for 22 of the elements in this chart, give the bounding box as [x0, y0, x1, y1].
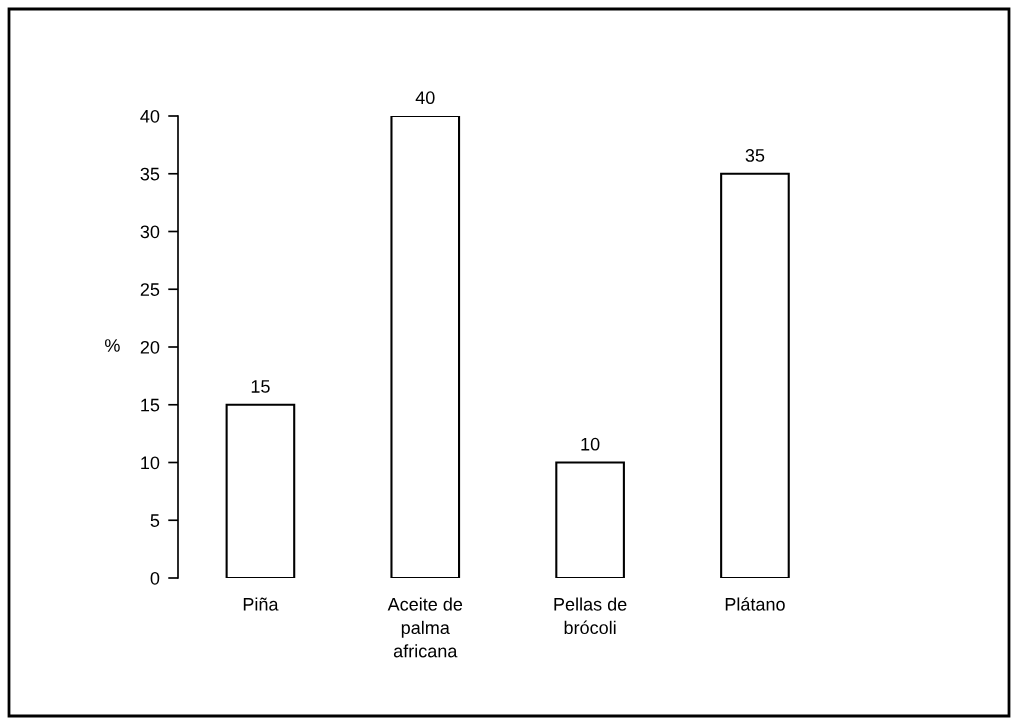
bar [225, 403, 296, 578]
y-tick-label: 10 [141, 456, 160, 470]
bar [390, 116, 461, 578]
bar [720, 172, 790, 578]
y-tick-label: 40 [140, 109, 160, 123]
x-tick-label: Plátano [725, 597, 785, 611]
y-tick-label: 15 [141, 398, 160, 412]
x-tick-label: Aceite de palma africana [387, 597, 463, 658]
y-tick-label: 20 [140, 340, 160, 354]
data-label: 40 [415, 91, 435, 105]
y-tick-label: 35 [140, 167, 160, 181]
x-tick-label: Piña [243, 597, 279, 611]
y-tick-label: 0 [150, 571, 160, 585]
data-label: 10 [581, 437, 600, 451]
bar [555, 461, 625, 578]
y-tick-label: 5 [150, 514, 160, 527]
data-label: 35 [745, 149, 765, 162]
y-axis-title: % [105, 339, 120, 352]
y-tick-label: 25 [140, 283, 160, 296]
y-tick-label: 30 [140, 225, 160, 239]
data-label: 15 [251, 380, 270, 393]
x-tick-label: Pellas de brócoli [554, 597, 627, 635]
